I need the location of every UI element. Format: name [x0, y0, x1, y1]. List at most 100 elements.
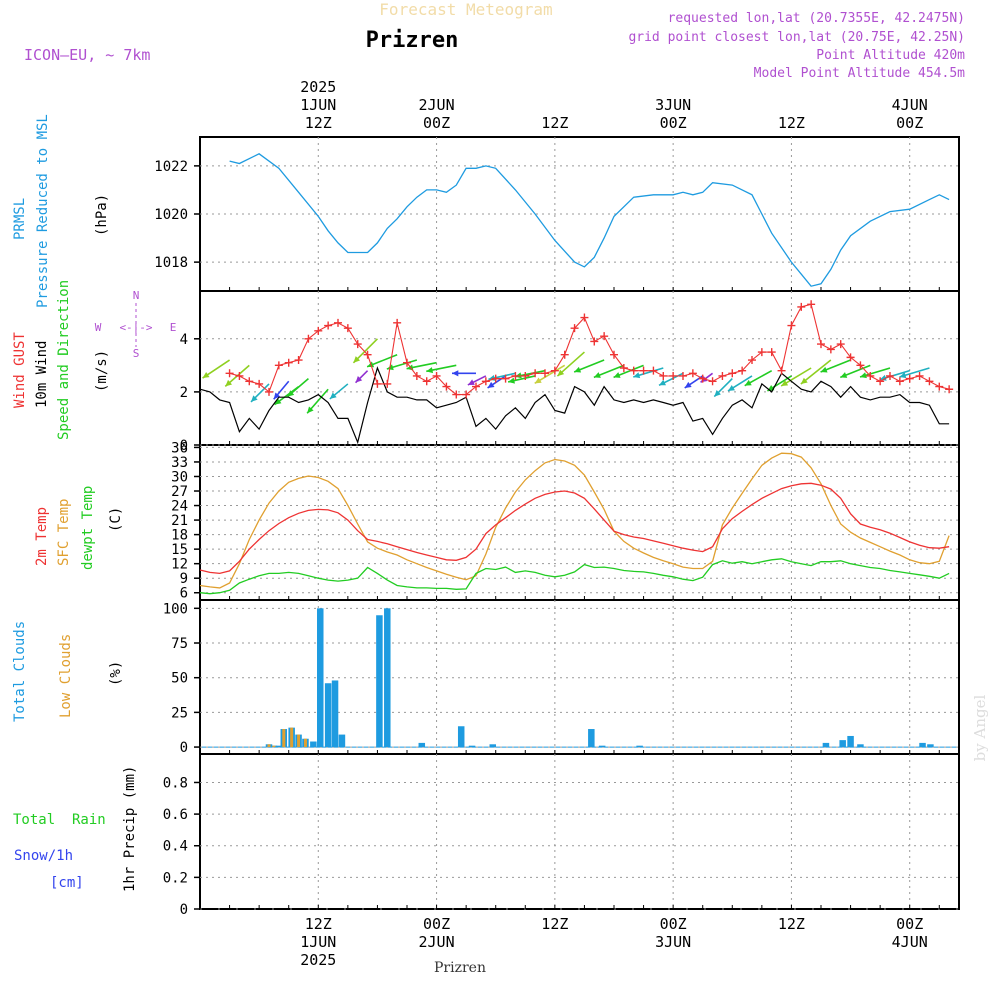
wind-gust-marker: [826, 345, 835, 354]
wind-gust-marker: [550, 366, 559, 375]
wind-gust-marker: [905, 374, 914, 383]
wind-gust-marker: [915, 371, 924, 380]
wind-gust-marker: [817, 340, 825, 349]
precip-y-tick-label: 0.4: [163, 839, 188, 855]
wind-y-tick-label: 2: [180, 385, 188, 401]
total-clouds-label: Total Clouds: [12, 621, 28, 722]
pressure-msl-label: Pressure Reduced to MSL: [35, 114, 51, 308]
low-cloud-bar: [290, 727, 294, 748]
total-cloud-bar: [418, 742, 426, 748]
bottom-time-label: 2JUN: [419, 933, 455, 951]
wind-gust-marker: [610, 350, 618, 359]
wind-direction-arrow: [800, 359, 832, 385]
wind-gust-marker: [649, 366, 658, 375]
wind-arrow-head: [508, 377, 515, 384]
wind-gust-marker: [925, 377, 934, 386]
wind-arrow-head: [467, 379, 475, 385]
wind-gust-marker: [787, 321, 796, 330]
wind-arrow-head: [273, 392, 281, 400]
total-cloud-bar: [489, 744, 497, 748]
wind-gust-marker: [432, 371, 441, 380]
temp-y-tick-label: 21: [171, 513, 188, 529]
wind-gust-marker: [284, 358, 293, 367]
top-time-label: 00Z: [423, 114, 450, 132]
total-rain-label: Total Rain: [13, 812, 106, 828]
wind-arrow-head: [202, 372, 210, 379]
wind-gust-marker: [235, 371, 244, 380]
precip-y-tick-label: 0.6: [163, 807, 188, 823]
top-time-label: 12Z: [305, 114, 332, 132]
total-cloud-bar: [839, 740, 846, 748]
wind-gust-marker: [669, 371, 678, 380]
bottom-time-label: 12Z: [541, 915, 568, 933]
point-altitude: Point Altitude 420m: [816, 48, 965, 63]
wind-arrow-head: [574, 366, 582, 373]
bottom-time-label: 00Z: [423, 915, 450, 933]
wind-arrow-head: [274, 398, 282, 405]
wind-gust-marker: [708, 377, 717, 386]
wind-arrow-head: [487, 381, 495, 388]
wind-gust-marker: [373, 379, 382, 388]
requested-coords: requested lon,lat (20.7355E, 42.2475N): [668, 11, 965, 26]
wind-gust-marker: [600, 332, 609, 341]
temp-y-tick-label: 36: [171, 440, 188, 456]
wind-arrow-head: [684, 381, 692, 388]
bottom-time-label: 3JUN: [655, 933, 691, 951]
top-time-label: 12Z: [541, 114, 568, 132]
pressure-y-tick-label: 1022: [154, 159, 188, 175]
low-cloud-bar: [272, 745, 276, 748]
top-time-label: 1JUN: [300, 96, 336, 114]
wind-y-tick-label: 0: [180, 438, 188, 454]
precip-y-tick-label: 0: [180, 902, 188, 918]
wind-gust-marker: [521, 371, 530, 380]
wind-gust-marker: [334, 318, 342, 327]
wind-gust-marker: [797, 302, 806, 311]
compass-w: W: [95, 321, 102, 334]
cloud-y-tick-label: 75: [171, 636, 188, 652]
compass-n: N: [133, 289, 140, 302]
bottom-time-label: 4JUN: [892, 933, 928, 951]
total-cloud-bar: [384, 608, 391, 748]
top-time-label: 3JUN: [655, 96, 691, 114]
wind-arrow-head: [744, 379, 752, 386]
wind-arrow-head: [452, 370, 459, 377]
temp-2m-label: 2m Temp: [34, 507, 50, 566]
wind-arrow-head: [307, 406, 314, 414]
banner-title: Forecast Meteogram: [379, 0, 552, 19]
wind-gust-marker: [541, 369, 549, 378]
wind-arrow-head: [840, 372, 848, 378]
low-cloud-bar: [282, 729, 286, 748]
total-cloud-bar: [310, 741, 317, 748]
bottom-time-label: 1JUN: [300, 933, 336, 951]
wind-gust-marker: [846, 353, 855, 362]
wind-gust-marker: [462, 390, 471, 399]
wind-arrow-head: [800, 377, 808, 385]
wind-gust-marker: [383, 379, 392, 388]
watermark: by Angel: [971, 694, 989, 761]
low-clouds-label: Low Clouds: [58, 634, 74, 718]
wind-gust-label: Wind GUST: [12, 332, 28, 408]
top-time-label: 2025: [300, 78, 336, 96]
cloud-unit-label: (%): [108, 661, 124, 686]
model-point-altitude: Model Point Altitude 454.5m: [754, 66, 965, 81]
total-cloud-bar: [457, 726, 465, 748]
wind10m-line: [199, 366, 950, 445]
wind-arrow-head: [899, 372, 907, 379]
temp-y-tick-label: 15: [171, 542, 188, 558]
precip-y-tick-label: 0.8: [163, 775, 188, 791]
wind-gust-marker: [856, 361, 865, 370]
wind-arrow-head: [860, 372, 867, 379]
wind-arrow-head: [659, 379, 666, 386]
wind-gust-marker: [580, 313, 589, 322]
temp-y-tick-label: 9: [180, 571, 188, 587]
wind-gust-marker: [491, 374, 500, 383]
total-cloud-bar: [588, 729, 595, 748]
wind-arrow-head: [613, 372, 621, 378]
wind-gust-marker: [688, 369, 697, 378]
wind10m-label: 10m Wind: [34, 341, 50, 408]
snow-label: Snow/1h: [14, 848, 73, 864]
total-cloud-bar: [822, 742, 830, 748]
sfc-temp-line: [199, 452, 950, 589]
